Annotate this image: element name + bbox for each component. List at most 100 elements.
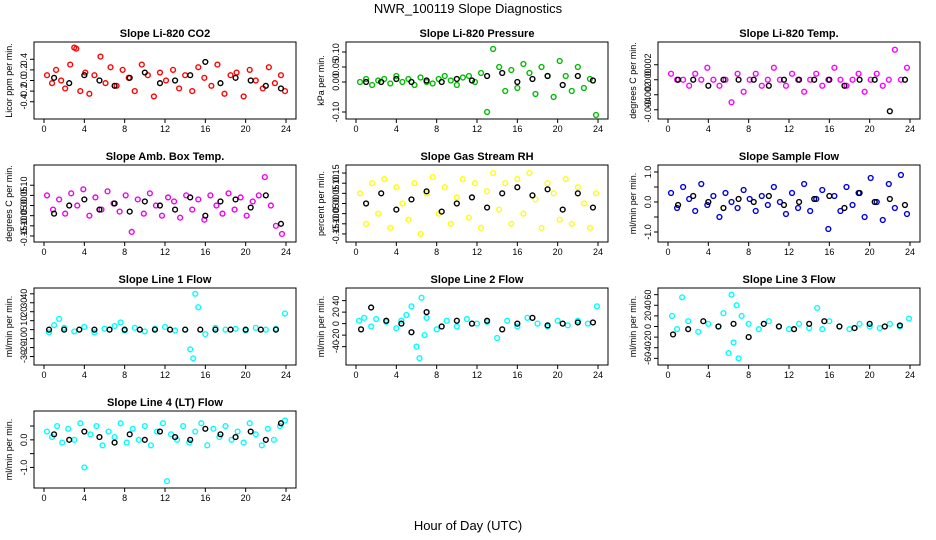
- hourly-point: [700, 318, 707, 325]
- data-point: [819, 82, 826, 89]
- x-tick-label: 16: [824, 247, 834, 257]
- panel-title: Slope Li-820 Temp.: [739, 28, 838, 40]
- data-point: [393, 325, 400, 332]
- hourly-point: [468, 77, 476, 84]
- data-point: [195, 304, 202, 311]
- data-point: [356, 78, 364, 86]
- data-point: [147, 442, 154, 449]
- data-point: [782, 210, 790, 218]
- hourly-point: [574, 190, 581, 197]
- data-point: [554, 317, 561, 324]
- data-point: [356, 190, 364, 197]
- data-point: [240, 439, 247, 446]
- figure-title: NWR_100119 Slope Diagnostics: [374, 1, 563, 16]
- data-point: [849, 76, 856, 83]
- data-point: [861, 88, 868, 95]
- hourly-point: [187, 436, 194, 443]
- data-point: [180, 422, 187, 430]
- data-point: [745, 320, 752, 327]
- hourly-point: [574, 72, 581, 80]
- data-point: [207, 192, 214, 199]
- x-tick-label: 0: [41, 124, 46, 134]
- hourly-point: [202, 58, 209, 66]
- data-point: [77, 420, 84, 427]
- data-point: [189, 88, 196, 95]
- data-point: [770, 64, 777, 71]
- y-axis-label: ml/min per min.: [316, 296, 326, 358]
- data-point: [387, 80, 394, 87]
- data-point: [393, 72, 400, 80]
- y-tick-label: -0.05: [19, 205, 29, 226]
- data-point: [265, 64, 272, 71]
- x-tick-label: 24: [905, 370, 915, 380]
- data-point: [68, 190, 75, 197]
- data-point: [905, 315, 913, 322]
- data-point: [453, 81, 460, 89]
- data-point: [281, 310, 289, 317]
- data-point: [520, 60, 527, 68]
- data-point: [182, 72, 189, 79]
- hourly-point: [357, 326, 365, 333]
- y-tick-label: 0.05: [331, 58, 341, 76]
- x-tick-label: 12: [472, 247, 482, 257]
- hourly-point: [453, 317, 460, 324]
- x-tick-label: 24: [905, 124, 915, 134]
- hourly-point: [383, 317, 390, 324]
- x-tick-label: 12: [472, 124, 482, 134]
- x-tick-label: 0: [353, 370, 358, 380]
- hourly-point: [111, 200, 118, 207]
- data-point: [562, 176, 569, 183]
- data-point: [111, 322, 118, 330]
- x-tick-label: 16: [512, 370, 522, 380]
- data-point: [879, 82, 886, 89]
- data-point: [43, 192, 51, 199]
- hourly-point: [247, 204, 254, 211]
- data-point: [91, 329, 98, 336]
- y-tick-label: 1.0: [643, 166, 653, 179]
- data-point: [163, 478, 171, 485]
- data-point: [794, 204, 802, 212]
- data-point: [113, 82, 120, 89]
- data-point: [826, 318, 833, 325]
- y-tick-label: 0.0: [19, 74, 29, 87]
- hourly-point: [529, 75, 536, 83]
- data-point: [146, 190, 153, 197]
- hourly-point: [171, 433, 179, 441]
- panel-title: Slope Line 4 (LT) Flow: [107, 397, 223, 409]
- data-point: [788, 189, 796, 197]
- hourly-point: [529, 314, 536, 321]
- chart-panel: Slope Line 3 Flow 0 4 8 12 16 20 24 -60-40-20 0 20…: [628, 274, 921, 380]
- hourly-point: [483, 317, 491, 324]
- data-point: [101, 325, 108, 332]
- data-point: [564, 322, 571, 329]
- x-tick-label: 8: [746, 247, 751, 257]
- data-point: [398, 317, 405, 324]
- data-point: [355, 317, 363, 324]
- data-point: [490, 169, 497, 177]
- data-point: [271, 80, 279, 87]
- data-point: [116, 208, 123, 215]
- hourly-point: [227, 326, 234, 333]
- chart-panel: Slope Li-820 Pressure 0 4 8 12 16 20 24 -0.10 0.0…: [316, 28, 609, 134]
- data-point: [459, 176, 466, 183]
- data-point: [87, 431, 94, 438]
- panel-title: Slope Line 3 Flow: [743, 274, 836, 286]
- data-point: [667, 189, 675, 197]
- y-tick-label: -20: [331, 329, 341, 342]
- hourly-point: [559, 206, 566, 213]
- x-tick-label: 16: [512, 247, 522, 257]
- x-tick-label: 12: [160, 124, 170, 134]
- hourly-point: [121, 326, 128, 333]
- hourly-point: [750, 76, 757, 83]
- y-tick-label: 0.0: [19, 434, 29, 447]
- data-point: [240, 93, 247, 100]
- panel-title: Slope Line 2 Flow: [431, 274, 524, 286]
- data-point: [752, 70, 759, 77]
- data-point: [237, 194, 244, 201]
- hourly-point: [156, 428, 164, 435]
- y-tick-label: -30: [19, 350, 29, 363]
- hourly-point: [126, 431, 133, 438]
- data-point: [423, 190, 430, 197]
- data-point: [494, 334, 501, 342]
- data-point: [177, 214, 184, 221]
